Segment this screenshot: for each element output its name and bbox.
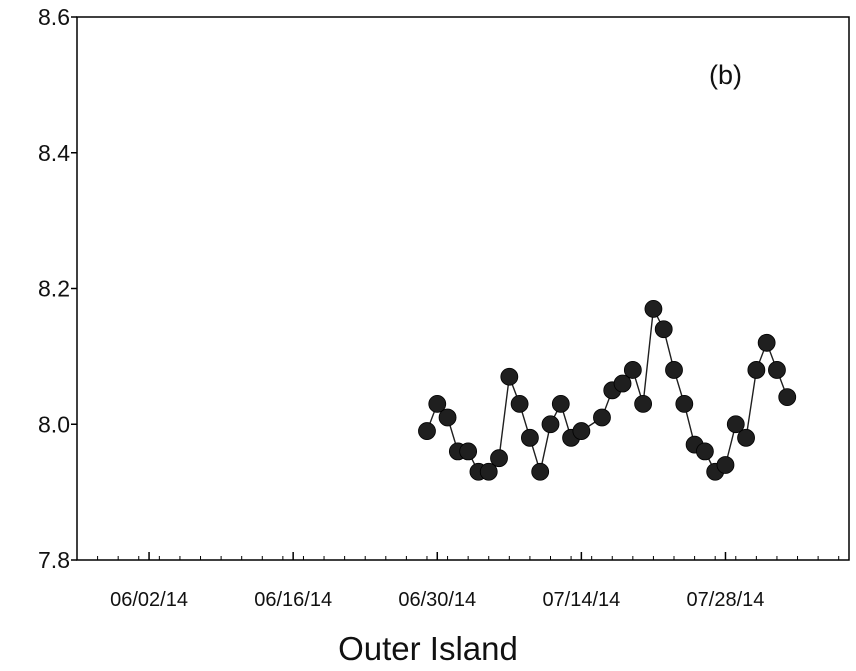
- x-axis-ticks: 06/02/14 06/16/14 06/30/14 07/14/14 07/28/14: [97, 552, 840, 611]
- data-point: [418, 422, 436, 440]
- data-point: [479, 462, 498, 481]
- data-point: [695, 442, 714, 461]
- plot-frame: [76, 16, 850, 561]
- data-point: [500, 367, 519, 386]
- data-point: [716, 456, 735, 474]
- data-point: [737, 428, 755, 447]
- y-tick-label: 7.8: [38, 547, 70, 573]
- data-point: [428, 394, 447, 413]
- data-point: [675, 394, 694, 413]
- y-tick-label: 8.2: [38, 276, 70, 302]
- data-point: [634, 394, 653, 413]
- data-point: [778, 388, 797, 407]
- x-tick-label: 06/02/14: [110, 589, 188, 611]
- data-point: [438, 408, 457, 427]
- data-point: [551, 394, 570, 413]
- x-axis-title: Outer Island: [338, 630, 518, 667]
- data-point: [726, 415, 745, 434]
- data-point: [510, 394, 529, 413]
- data-point: [757, 333, 776, 352]
- data-point: [490, 449, 508, 468]
- y-tick-label: 8.6: [38, 4, 70, 30]
- data-point: [541, 415, 560, 434]
- data-point: [768, 361, 786, 379]
- y-tick-label: 8.0: [38, 411, 70, 437]
- data-point: [521, 428, 539, 447]
- x-tick-label: 07/28/14: [687, 589, 765, 611]
- data-point: [665, 361, 683, 379]
- data-point: [531, 462, 550, 481]
- panel-label: (b): [709, 60, 742, 90]
- data-point: [459, 442, 478, 461]
- data-point: [644, 299, 663, 318]
- y-axis-ticks: 7.8 8.0 8.2 8.4 8.6: [38, 4, 77, 573]
- data-point: [593, 408, 611, 427]
- y-tick-label: 8.4: [38, 140, 70, 166]
- data-point: [572, 422, 591, 440]
- x-tick-label: 06/30/14: [398, 589, 476, 611]
- data-point: [747, 361, 766, 379]
- series-points: [418, 299, 797, 481]
- x-tick-label: 07/14/14: [542, 589, 620, 611]
- data-point: [613, 374, 632, 393]
- data-point: [623, 361, 642, 379]
- data-point: [654, 320, 673, 339]
- x-tick-label: 06/16/14: [254, 589, 332, 611]
